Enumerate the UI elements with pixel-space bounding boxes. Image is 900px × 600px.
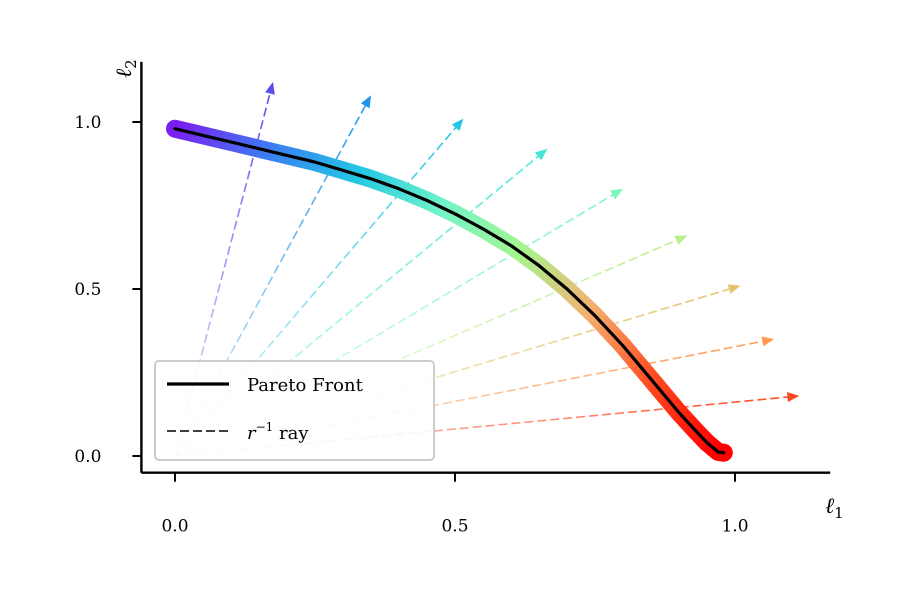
ray-arrowhead [786, 392, 800, 403]
ray-arrowhead [761, 336, 775, 347]
ray-arrowhead [451, 118, 464, 132]
ray-arrowhead [265, 81, 275, 95]
ray-6 [174, 235, 688, 457]
y-tick-label: 1.0 [74, 113, 101, 133]
legend-box [154, 360, 435, 461]
legend: Pareto Front r−1 ray [154, 360, 435, 461]
x-axis-label: ℓ1 [825, 494, 844, 522]
legend-ray-label: r−1 ray [247, 420, 309, 444]
ray-arrowhead [674, 235, 688, 245]
x-tick-label: 0.5 [441, 517, 468, 537]
axes-layer: 0.0 0.5 1.0 0.0 0.5 1.0 ℓ1 ℓ2 [74, 59, 843, 536]
pareto-front-line [173, 127, 726, 455]
y-tick-label: 0.0 [74, 447, 101, 467]
ray-arrowhead [610, 188, 623, 200]
ray-arrowhead [727, 284, 741, 294]
ray-arrowhead [360, 95, 371, 109]
pareto-front-layer [166, 119, 733, 462]
y-tick-label: 0.5 [74, 280, 101, 300]
x-tick-label: 1.0 [721, 517, 748, 537]
legend-pareto-label: Pareto Front [247, 375, 364, 396]
x-tick-label: 0.0 [161, 517, 188, 537]
y-axis-label: ℓ2 [112, 59, 140, 78]
ray-arrowhead [534, 148, 548, 161]
